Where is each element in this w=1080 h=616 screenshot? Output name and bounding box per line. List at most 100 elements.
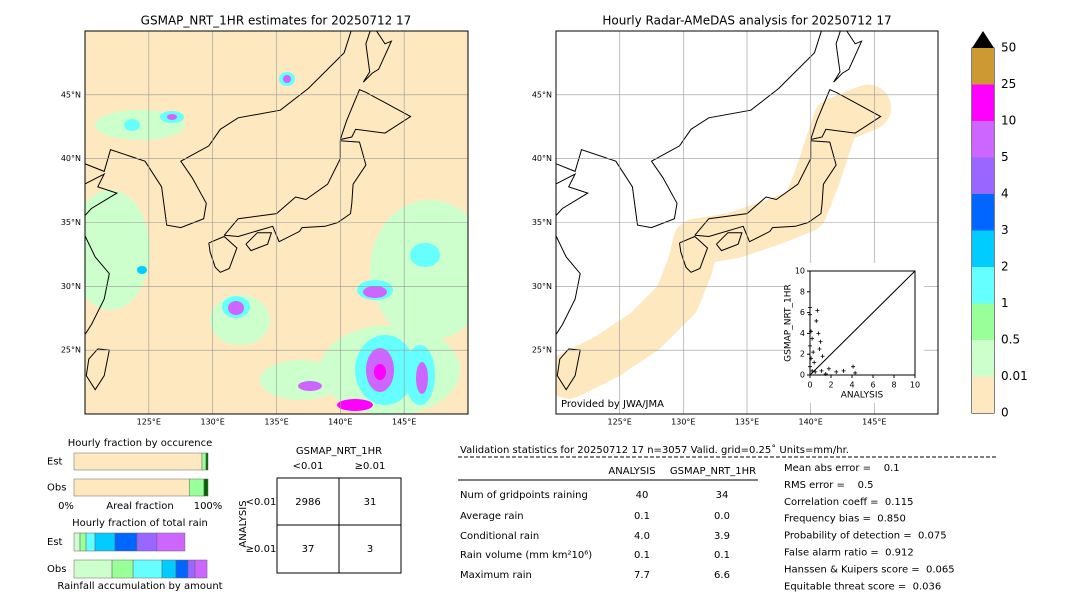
fraction-segment [111,559,134,579]
row-header: <0.01 [246,497,277,508]
cell: 2986 [295,497,320,508]
cell: 0.1 [634,550,650,561]
axis-label: Rainfall accumulation by amount [57,581,222,592]
col-header: <0.01 [293,461,324,472]
colorbar-label: 5 [1001,150,1009,164]
stats-title: Validation statistics for 20250712 17 n=… [460,444,849,456]
x-tick-label: 135°E [735,418,759,427]
point [820,354,825,359]
map-title: Hourly Radar-AMeDAS analysis for 2025071… [602,14,891,28]
fraction-segment [203,478,209,497]
y-tick-label: 6 [800,308,805,317]
y-tick-label: 2 [800,350,805,359]
fraction-segment [94,532,116,552]
point [811,350,816,355]
x-tick-label: 6 [870,381,875,390]
x-tick-label: 0 [807,381,812,390]
coastline [810,89,882,140]
cell: 3 [367,544,373,555]
y-tick-label: 45°N [61,90,81,99]
row-label: Maximum rain [460,570,532,581]
cell: 40 [636,490,649,501]
coastline [679,235,709,273]
row-label: Conditional rain [460,531,539,542]
point [851,364,856,369]
row-label: Obs [47,483,66,494]
y-tick-label: 0 [800,371,805,380]
y-tick-label: 30°N [61,282,81,291]
x-tick-label: 140°E [799,418,823,427]
rain-field [85,72,468,414]
point [815,308,820,313]
colorbar-label: 0.01 [1001,369,1028,383]
fraction-segment [85,532,96,552]
point [826,366,831,371]
x-tick-label: 135°E [264,418,288,427]
map-frame [555,30,939,415]
y-tick-label: 45°N [532,90,552,99]
y-axis-label: GSMAP_NRT_1HR [784,284,794,362]
chart-title: Hourly fraction of total rain [72,518,208,529]
row-label: Obs [47,564,66,575]
fraction-segment [175,559,189,579]
fraction-segment [73,532,81,552]
colorbar-label: 50 [1001,41,1016,55]
cell: 7.7 [634,570,650,581]
point [810,368,815,373]
coastline [362,31,393,83]
point [817,347,822,351]
axis-label: 100% [194,501,223,512]
x-tick-label: 4 [849,381,854,390]
point [809,329,814,334]
x-tick-label: 125°E [608,418,632,427]
x-tick-label: 130°E [201,418,225,427]
map-layer [85,31,468,414]
point [813,369,818,374]
y-tick-label: 25°N [532,346,552,355]
fraction-segment [205,452,209,471]
colorbar-label: 25 [1001,77,1016,91]
row-header: ≥0.01 [246,544,277,555]
score: Probability of detection = 0.075 [784,531,947,542]
point [808,305,812,310]
coastline [85,31,352,229]
y-tick-label: 35°N [532,218,552,227]
chart-title: Hourly fraction by occurence [68,438,212,449]
point [808,312,812,317]
fraction-segment [161,559,177,579]
colorbar-segment [972,267,994,304]
colorbar-segment [972,194,994,231]
colorbar-label: 1 [1001,296,1009,310]
point [808,343,812,348]
fraction-segment [73,452,203,471]
y-tick-label: 30°N [532,282,552,291]
y-tick-label: 35°N [61,218,81,227]
coastline [223,140,367,243]
credit: Provided by JWA/JMA [561,399,664,410]
colorbar-label: 0 [1001,406,1009,420]
fraction-segment [187,559,196,579]
y-tick-label: 40°N [61,154,81,163]
colorbar-segment [972,303,994,340]
coastline [694,140,837,243]
colorbar-label: 2 [1001,260,1009,274]
score: Frequency bias = 0.850 [784,514,906,525]
point [809,356,814,361]
x-tick-label: 10 [910,381,920,390]
colorbar-label: 10 [1001,114,1016,128]
coastline [556,31,822,229]
point [853,370,858,375]
y-tick-label: 4 [800,329,805,338]
coastline [556,172,589,336]
cell: 0.1 [714,550,730,561]
cell: 31 [364,497,377,508]
colorbar-segment [972,121,994,158]
map-title: GSMAP_NRT_1HR estimates for 20250712 17 [141,14,412,28]
coastline [716,232,743,252]
fraction-segment [79,532,87,552]
fraction-segment [136,532,158,552]
colorbar-segment [972,230,994,267]
point [819,368,824,373]
diagonal [809,270,916,376]
score: Hanssen & Kuipers score = 0.065 [784,564,955,575]
